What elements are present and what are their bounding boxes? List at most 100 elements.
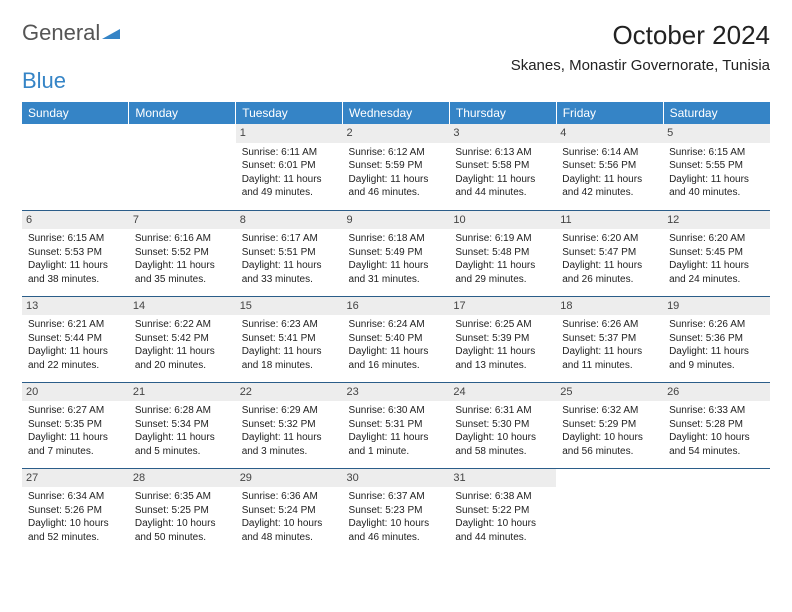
weekday-header: Tuesday — [236, 102, 343, 124]
day-number: 7 — [129, 211, 236, 230]
day-details: Sunrise: 6:26 AMSunset: 5:36 PMDaylight:… — [669, 318, 764, 372]
day-number: 24 — [449, 383, 556, 402]
day-number: 14 — [129, 297, 236, 316]
day-number: 25 — [556, 383, 663, 402]
day-details: Sunrise: 6:21 AMSunset: 5:44 PMDaylight:… — [28, 318, 123, 372]
day-cell: 14 Sunrise: 6:22 AMSunset: 5:42 PMDayligh… — [129, 296, 236, 382]
day-cell: 2Sunrise: 6:12 AMSunset: 5:59 PMDaylight… — [343, 124, 450, 210]
day-cell: 9 Sunrise: 6:18 AMSunset: 5:49 PMDaylight… — [343, 210, 450, 296]
day-cell: 25Sunrise: 6:32 AMSunset: 5:29 PMDayligh… — [556, 382, 663, 468]
day-details: Sunrise: 6:23 AMSunset: 5:41 PMDaylight:… — [242, 318, 337, 372]
week-row: 20 Sunrise: 6:27 AMSunset: 5:35 PMDayligh… — [22, 382, 770, 468]
day-cell: 21 Sunrise: 6:28 AMSunset: 5:34 PMDayligh… — [129, 382, 236, 468]
day-number: 30 — [343, 469, 450, 488]
weekday-header: Saturday — [663, 102, 770, 124]
day-number: 21 — [129, 383, 236, 402]
day-number: 22 — [236, 383, 343, 402]
location-subtitle: Skanes, Monastir Governorate, Tunisia — [511, 57, 770, 74]
day-number: 20 — [22, 383, 129, 402]
day-number: 17 — [449, 297, 556, 316]
day-number: 16 — [343, 297, 450, 316]
day-details: Sunrise: 6:38 AMSunset: 5:22 PMDaylight:… — [455, 490, 550, 544]
day-number: 8 — [236, 211, 343, 230]
day-cell: 20 Sunrise: 6:27 AMSunset: 5:35 PMDayligh… — [22, 382, 129, 468]
day-cell: 17 Sunrise: 6:25 AMSunset: 5:39 PMDayligh… — [449, 296, 556, 382]
day-number: 23 — [343, 383, 450, 402]
day-cell: 22Sunrise: 6:29 AMSunset: 5:32 PMDayligh… — [236, 382, 343, 468]
day-number: 3 — [449, 124, 556, 143]
day-cell: 18Sunrise: 6:26 AMSunset: 5:37 PMDayligh… — [556, 296, 663, 382]
day-number: 15 — [236, 297, 343, 316]
day-cell: 3 Sunrise: 6:13 AMSunset: 5:58 PMDaylight… — [449, 124, 556, 210]
day-cell: 5 Sunrise: 6:15 AMSunset: 5:55 PMDaylight… — [663, 124, 770, 210]
day-details: Sunrise: 6:15 AMSunset: 5:53 PMDaylight:… — [28, 232, 123, 286]
day-cell: 29 Sunrise: 6:36 AMSunset: 5:24 PMDayligh… — [236, 468, 343, 554]
day-number: 29 — [236, 469, 343, 488]
day-cell: 11Sunrise: 6:20 AMSunset: 5:47 PMDayligh… — [556, 210, 663, 296]
day-cell — [129, 124, 236, 210]
week-row: 6 Sunrise: 6:15 AMSunset: 5:53 PMDaylight… — [22, 210, 770, 296]
day-cell: 26Sunrise: 6:33 AMSunset: 5:28 PMDayligh… — [663, 382, 770, 468]
day-number: 19 — [663, 297, 770, 316]
day-number: 1 — [236, 124, 343, 143]
day-details: Sunrise: 6:28 AMSunset: 5:34 PMDaylight:… — [135, 404, 230, 458]
day-details: Sunrise: 6:17 AMSunset: 5:51 PMDaylight:… — [242, 232, 337, 286]
day-details: Sunrise: 6:24 AMSunset: 5:40 PMDaylight:… — [349, 318, 444, 372]
day-details: Sunrise: 6:20 AMSunset: 5:45 PMDaylight:… — [669, 232, 764, 286]
weekday-header: Wednesday — [343, 102, 450, 124]
day-details: Sunrise: 6:18 AMSunset: 5:49 PMDaylight:… — [349, 232, 444, 286]
day-details: Sunrise: 6:26 AMSunset: 5:37 PMDaylight:… — [562, 318, 657, 372]
day-number: 9 — [343, 211, 450, 230]
day-cell: 6 Sunrise: 6:15 AMSunset: 5:53 PMDaylight… — [22, 210, 129, 296]
day-details: Sunrise: 6:34 AMSunset: 5:26 PMDaylight:… — [28, 490, 123, 544]
day-cell: 7 Sunrise: 6:16 AMSunset: 5:52 PMDaylight… — [129, 210, 236, 296]
day-details: Sunrise: 6:37 AMSunset: 5:23 PMDaylight:… — [349, 490, 444, 544]
day-number: 27 — [22, 469, 129, 488]
day-details: Sunrise: 6:19 AMSunset: 5:48 PMDaylight:… — [455, 232, 550, 286]
day-details: Sunrise: 6:14 AMSunset: 5:56 PMDaylight:… — [562, 146, 657, 200]
day-cell: 1 Sunrise: 6:11 AMSunset: 6:01 PMDaylight… — [236, 124, 343, 210]
day-cell: 16 Sunrise: 6:24 AMSunset: 5:40 PMDayligh… — [343, 296, 450, 382]
day-number: 4 — [556, 124, 663, 143]
day-cell: 27 Sunrise: 6:34 AMSunset: 5:26 PMDayligh… — [22, 468, 129, 554]
logo-icon — [102, 25, 122, 41]
day-number: 10 — [449, 211, 556, 230]
month-title: October 2024 — [511, 20, 770, 51]
week-row: 27 Sunrise: 6:34 AMSunset: 5:26 PMDayligh… — [22, 468, 770, 554]
day-details: Sunrise: 6:31 AMSunset: 5:30 PMDaylight:… — [455, 404, 550, 458]
day-cell — [22, 124, 129, 210]
day-cell: 8 Sunrise: 6:17 AMSunset: 5:51 PMDaylight… — [236, 210, 343, 296]
day-cell: 24 Sunrise: 6:31 AMSunset: 5:30 PMDayligh… — [449, 382, 556, 468]
week-row: 13 Sunrise: 6:21 AMSunset: 5:44 PMDayligh… — [22, 296, 770, 382]
weekday-header: Sunday — [22, 102, 129, 124]
weekday-header: Monday — [129, 102, 236, 124]
day-number: 2 — [343, 124, 450, 143]
day-details: Sunrise: 6:11 AMSunset: 6:01 PMDaylight:… — [242, 146, 337, 200]
day-details: Sunrise: 6:36 AMSunset: 5:24 PMDaylight:… — [242, 490, 337, 544]
day-number: 13 — [22, 297, 129, 316]
day-number: 6 — [22, 211, 129, 230]
weekday-header: Friday — [556, 102, 663, 124]
day-cell: 10 Sunrise: 6:19 AMSunset: 5:48 PMDayligh… — [449, 210, 556, 296]
day-number: 31 — [449, 469, 556, 488]
day-details: Sunrise: 6:16 AMSunset: 5:52 PMDaylight:… — [135, 232, 230, 286]
day-cell — [556, 468, 663, 554]
day-number: 5 — [663, 124, 770, 143]
day-details: Sunrise: 6:13 AMSunset: 5:58 PMDaylight:… — [455, 146, 550, 200]
day-details: Sunrise: 6:35 AMSunset: 5:25 PMDaylight:… — [135, 490, 230, 544]
day-cell: 28 Sunrise: 6:35 AMSunset: 5:25 PMDayligh… — [129, 468, 236, 554]
day-cell: 13 Sunrise: 6:21 AMSunset: 5:44 PMDayligh… — [22, 296, 129, 382]
brand-word1: General — [22, 20, 100, 46]
day-cell: 30 Sunrise: 6:37 AMSunset: 5:23 PMDayligh… — [343, 468, 450, 554]
weekday-header-row: Sunday Monday Tuesday Wednesday Thursday… — [22, 102, 770, 124]
day-cell: 23 Sunrise: 6:30 AMSunset: 5:31 PMDayligh… — [343, 382, 450, 468]
day-details: Sunrise: 6:15 AMSunset: 5:55 PMDaylight:… — [669, 146, 764, 200]
day-cell: 4 Sunrise: 6:14 AMSunset: 5:56 PMDaylight… — [556, 124, 663, 210]
day-details: Sunrise: 6:25 AMSunset: 5:39 PMDaylight:… — [455, 318, 550, 372]
day-cell: 15 Sunrise: 6:23 AMSunset: 5:41 PMDayligh… — [236, 296, 343, 382]
day-details: Sunrise: 6:30 AMSunset: 5:31 PMDaylight:… — [349, 404, 444, 458]
day-details: Sunrise: 6:27 AMSunset: 5:35 PMDaylight:… — [28, 404, 123, 458]
day-details: Sunrise: 6:22 AMSunset: 5:42 PMDaylight:… — [135, 318, 230, 372]
day-cell: 19 Sunrise: 6:26 AMSunset: 5:36 PMDayligh… — [663, 296, 770, 382]
day-number: 28 — [129, 469, 236, 488]
